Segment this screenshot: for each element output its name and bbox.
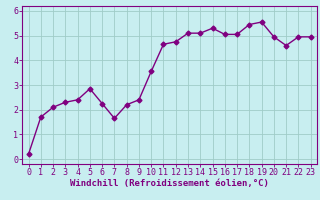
X-axis label: Windchill (Refroidissement éolien,°C): Windchill (Refroidissement éolien,°C) [70,179,269,188]
